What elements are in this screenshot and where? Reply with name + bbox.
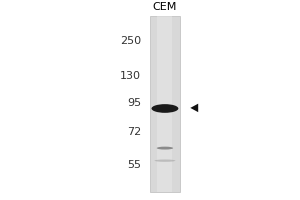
Text: 72: 72 [127,127,141,137]
Ellipse shape [152,104,178,113]
Text: 130: 130 [120,71,141,81]
Bar [158,16,172,192]
Ellipse shape [154,159,176,162]
Text: 250: 250 [120,36,141,46]
Text: 55: 55 [127,160,141,170]
Bar [150,16,180,192]
Polygon shape [190,104,198,112]
Text: 95: 95 [127,98,141,108]
Text: CEM: CEM [153,2,177,12]
Ellipse shape [157,147,173,150]
